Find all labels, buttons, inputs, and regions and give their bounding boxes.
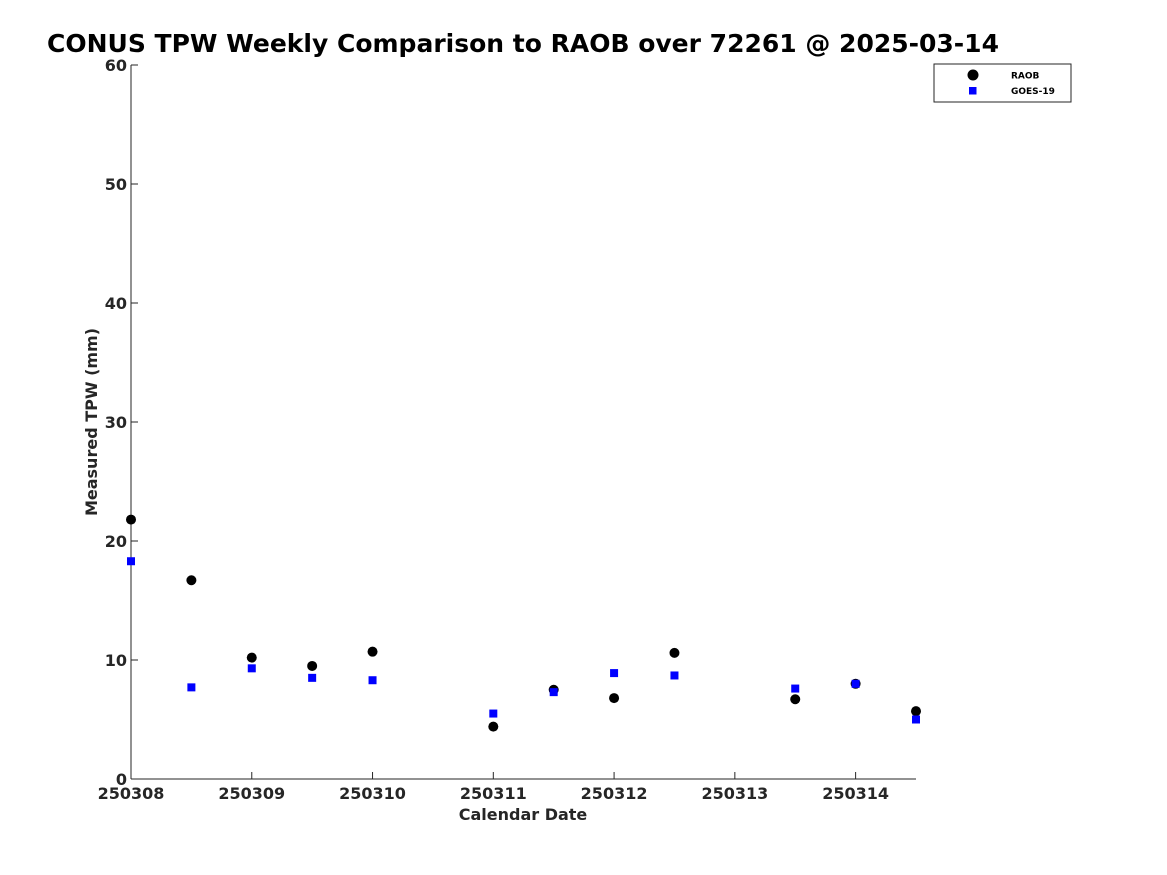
goes-19-point (247, 664, 256, 673)
y-tick-label: 60 (105, 56, 127, 75)
y-tick-label: 40 (105, 294, 127, 313)
goes-19-point (549, 688, 558, 697)
y-tick-label: 30 (105, 413, 127, 432)
y-tick-label: 20 (105, 532, 127, 551)
x-tick-label: 250311 (460, 784, 527, 803)
raob-point (126, 514, 136, 525)
x-tick-label: 250312 (581, 784, 648, 803)
series-goes-19 (127, 557, 920, 724)
legend-label-goes-19: GOES-19 (1011, 87, 1055, 97)
raob-point (609, 693, 620, 704)
goes-19-point (127, 557, 135, 566)
x-tick-label: 250314 (822, 784, 889, 803)
raob-point (307, 660, 318, 671)
legend-marker-raob (967, 69, 979, 81)
goes-19-point (489, 709, 498, 718)
goes-19-point (851, 679, 860, 688)
plot-points (126, 514, 921, 732)
x-axis-label: Calendar Date (459, 805, 588, 824)
legend-marker-goes-19 (969, 87, 977, 95)
raob-point (488, 721, 499, 732)
y-ticks: 0 10 20 30 40 50 60 (105, 56, 138, 789)
x-tick-label: 250308 (98, 784, 165, 803)
goes-19-point (670, 671, 679, 680)
raob-point (911, 706, 921, 717)
raob-point (246, 652, 257, 663)
y-tick-label: 10 (105, 651, 127, 670)
legend-box (933, 63, 1072, 103)
goes-19-point (308, 673, 317, 682)
goes-19-point (610, 669, 619, 678)
chart-title: CONUS TPW Weekly Comparison to RAOB over… (47, 29, 999, 58)
goes-19-point (912, 715, 920, 724)
goes-19-point (187, 683, 196, 692)
x-tick-label: 250310 (339, 784, 406, 803)
raob-point (669, 647, 680, 658)
series-raob (126, 514, 921, 732)
y-tick-label: 50 (105, 175, 127, 194)
raob-point (186, 575, 197, 586)
goes-19-point (368, 676, 377, 685)
x-tick-label: 250309 (218, 784, 285, 803)
legend: RAOB GOES-19 (933, 63, 1072, 103)
y-tick-label: 0 (116, 770, 127, 789)
x-tick-label: 250313 (701, 784, 768, 803)
y-axis-label: Measured TPW (mm) (82, 328, 101, 516)
x-ticks: 250308 250309 250310 250311 250312 250313 2503… (98, 772, 889, 803)
raob-point (790, 694, 801, 705)
goes-19-point (791, 684, 800, 693)
legend-label-raob: RAOB (1011, 72, 1040, 82)
raob-point (367, 646, 378, 657)
